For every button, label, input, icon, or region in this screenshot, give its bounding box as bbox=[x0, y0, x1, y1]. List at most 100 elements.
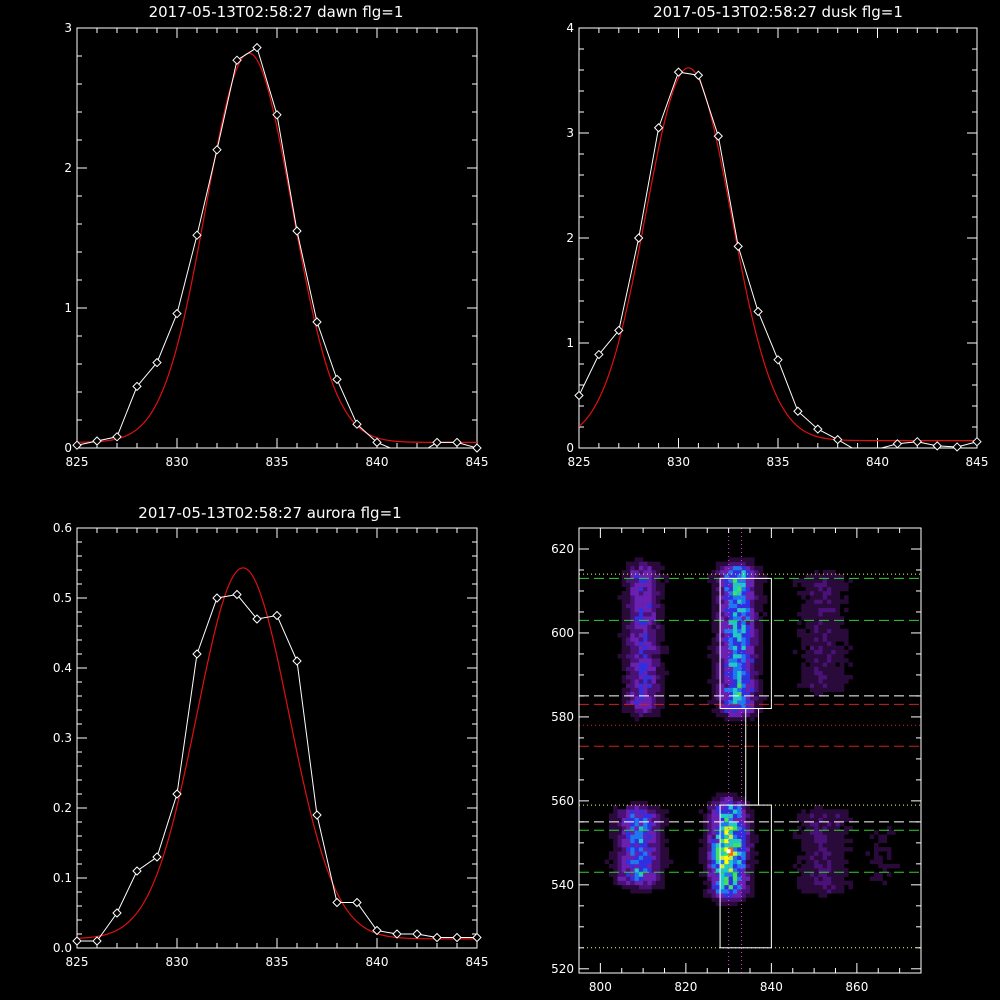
heatmap-cell bbox=[720, 691, 725, 697]
heatmap-cell bbox=[634, 624, 640, 630]
dawn-x-tick-labels: 825 830 835 840 845 bbox=[66, 455, 489, 469]
heatmap-cell bbox=[758, 590, 764, 596]
heatmap-cell bbox=[715, 670, 721, 676]
heatmap-cell bbox=[754, 653, 759, 659]
heatmap-cell bbox=[621, 658, 627, 663]
heatmap-cell bbox=[660, 863, 665, 869]
aurora-y-tick-label: 0.2 bbox=[53, 801, 72, 815]
heatmap-cell bbox=[801, 855, 806, 860]
heatmap-cell bbox=[634, 683, 640, 688]
heatmap-cell bbox=[634, 557, 640, 562]
dusk-y-tick-label: 2 bbox=[566, 231, 574, 245]
heatmap-cell bbox=[655, 704, 661, 709]
heatmap-cell bbox=[643, 813, 648, 818]
heatmap-cell bbox=[651, 590, 657, 596]
heatmap-cell bbox=[732, 838, 738, 844]
heatmap-cell bbox=[711, 687, 717, 693]
heatmap-cell bbox=[737, 611, 742, 617]
dusk-data-point bbox=[753, 306, 763, 317]
heatmap-cell bbox=[762, 574, 768, 579]
heatmap-cell bbox=[809, 632, 815, 638]
heatmap-cell bbox=[839, 658, 845, 663]
heatmap-cell bbox=[720, 796, 725, 802]
dawn-data-point bbox=[472, 443, 482, 453]
heatmap-cell bbox=[732, 569, 738, 575]
aurora-data-point bbox=[392, 929, 402, 939]
heatmap-cell bbox=[737, 851, 742, 856]
heatmap-cell bbox=[660, 809, 665, 814]
heatmap-cell bbox=[750, 826, 755, 831]
dusk-y-tick-label: 4 bbox=[566, 21, 574, 35]
heatmap-cell bbox=[848, 662, 853, 667]
heatmap-cell bbox=[805, 649, 811, 655]
heatmap-cell bbox=[741, 800, 747, 806]
heatmap-cell bbox=[724, 826, 729, 831]
heatmap-cell bbox=[741, 649, 747, 655]
heatmap-cell bbox=[643, 590, 648, 596]
heatmap-cell bbox=[737, 868, 742, 873]
heatmap-cell bbox=[745, 847, 751, 852]
heatmap-cell bbox=[741, 653, 747, 659]
heatmap-cell bbox=[634, 662, 640, 667]
heatmap-cell bbox=[655, 574, 661, 579]
heatmap-cell bbox=[720, 561, 725, 567]
heatmap-cell bbox=[660, 679, 665, 684]
heatmap-cell bbox=[750, 893, 755, 898]
heatmap-cell bbox=[647, 679, 652, 684]
heatmap-cell bbox=[655, 683, 661, 688]
heatmap-cell bbox=[758, 632, 764, 638]
heatmap-cell bbox=[638, 704, 644, 709]
heatmap-cell bbox=[655, 674, 661, 680]
heatmap-cell bbox=[801, 847, 806, 852]
heatmap-cell bbox=[801, 607, 806, 613]
heatmap-cell bbox=[882, 847, 888, 852]
heatmap-cell bbox=[822, 607, 828, 613]
heatmap-cell bbox=[814, 569, 819, 575]
heatmap-cell bbox=[634, 599, 640, 604]
heatmap-cell bbox=[758, 658, 764, 663]
heatmap-cell bbox=[711, 666, 717, 672]
heatmap-cell bbox=[754, 691, 759, 697]
heatmap-cell bbox=[826, 830, 832, 835]
heatmap-cell bbox=[831, 813, 836, 818]
heatmap-cell bbox=[724, 595, 729, 600]
heatmap-cell bbox=[835, 813, 841, 818]
heatmap-cell bbox=[750, 834, 755, 839]
heatmap-cell bbox=[831, 834, 836, 839]
heatmap-cell bbox=[809, 834, 815, 839]
heatmap-cell bbox=[634, 855, 640, 860]
heatmap-cell bbox=[728, 683, 734, 688]
heatmap-cell bbox=[814, 813, 819, 818]
aurora-data-point bbox=[112, 908, 122, 918]
heatmap-cell bbox=[621, 868, 627, 873]
heatmap-cell bbox=[728, 800, 734, 806]
heatmap-cell bbox=[651, 645, 657, 651]
heatmap-cell bbox=[634, 569, 640, 575]
heatmap-cell bbox=[608, 834, 614, 839]
heatmap-y-tick-label: 560 bbox=[551, 794, 574, 808]
heatmap-cell bbox=[826, 813, 832, 818]
heatmap-cell bbox=[745, 653, 751, 659]
heatmap-cell bbox=[630, 586, 635, 592]
heatmap-cell bbox=[750, 632, 755, 638]
heatmap-cell bbox=[638, 805, 644, 810]
heatmap-cell bbox=[608, 830, 614, 835]
heatmap-cell bbox=[809, 851, 815, 856]
heatmap-cell bbox=[754, 628, 759, 634]
heatmap-cell bbox=[882, 880, 888, 886]
dusk-x-tick-label: 830 bbox=[667, 455, 690, 469]
heatmap-cell bbox=[814, 582, 819, 588]
heatmap-cell bbox=[647, 628, 652, 634]
heatmap-cell bbox=[732, 792, 738, 797]
heatmap-cell bbox=[826, 666, 832, 672]
heatmap-cell bbox=[647, 884, 652, 890]
heatmap-cell bbox=[638, 838, 644, 844]
heatmap-cell bbox=[822, 649, 828, 655]
heatmap-cell bbox=[835, 674, 841, 680]
heatmap-cell bbox=[724, 691, 729, 697]
heatmap-cell bbox=[831, 876, 836, 881]
heatmap-cell bbox=[660, 582, 665, 588]
heatmap-cell bbox=[737, 838, 742, 844]
heatmap-cell bbox=[839, 880, 845, 886]
heatmap-cell bbox=[711, 805, 717, 810]
